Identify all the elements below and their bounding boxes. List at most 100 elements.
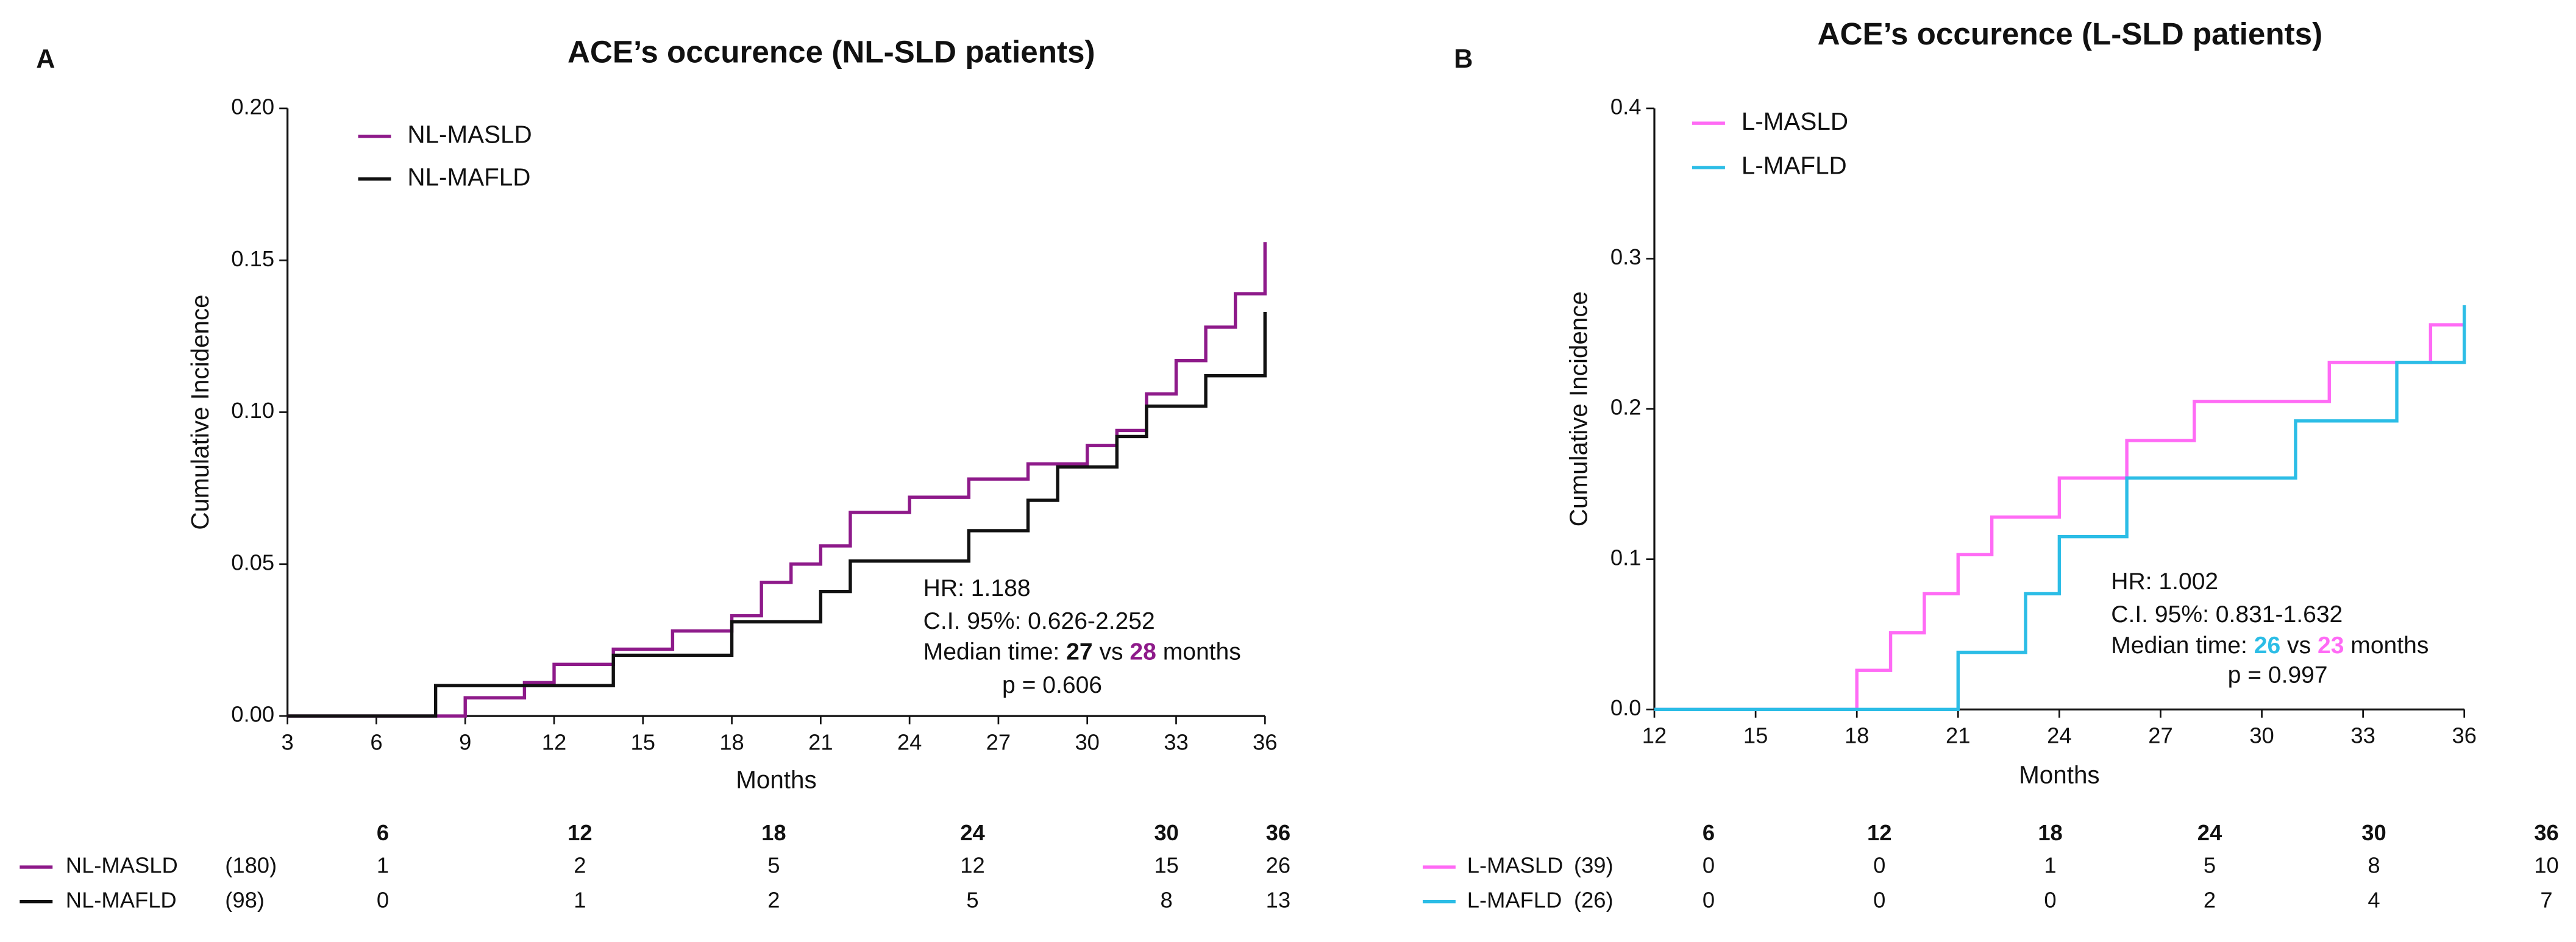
risk-count: 26 (1266, 853, 1290, 878)
risk-count: 1 (377, 853, 389, 878)
y-axis-label: Cumulative Incidence (1564, 291, 1592, 526)
risk-time: 12 (568, 820, 592, 845)
median-annotation: Median time: 26 vs 23 months (2111, 632, 2428, 659)
x-tick-label: 24 (2047, 723, 2071, 748)
y-axis-label: Cumulative Incidence (186, 294, 214, 529)
x-tick-label: 18 (719, 730, 744, 755)
y-tick-label: 0.4 (1610, 94, 1642, 119)
risk-time: 18 (2038, 820, 2062, 845)
panel-label: A (36, 44, 55, 74)
annotation: HR: 1.188 (923, 575, 1031, 601)
x-tick-label: 27 (2148, 723, 2172, 748)
y-tick-label: 0.0 (1610, 695, 1642, 720)
risk-time: 6 (377, 820, 389, 845)
x-tick-label: 36 (1253, 730, 1277, 755)
risk-time: 30 (1154, 820, 1178, 845)
step-line (1654, 323, 2464, 712)
x-tick-label: 24 (897, 730, 922, 755)
risk-time: 12 (1867, 820, 1891, 845)
annotation: C.I. 95%: 0.626-2.252 (923, 608, 1155, 634)
y-tick-label: 0.1 (1610, 545, 1642, 570)
median-part: 28 (1130, 639, 1156, 665)
risk-count: 13 (1266, 887, 1290, 912)
median-part: months (2344, 632, 2428, 659)
risk-count: 8 (2368, 853, 2380, 878)
x-axis-label: Months (2019, 761, 2100, 789)
risk-count: 0 (1873, 853, 1885, 878)
risk-time: 18 (761, 820, 786, 845)
x-tick-label: 12 (542, 730, 566, 755)
risk-time: 6 (1703, 820, 1715, 845)
risk-count: 0 (1703, 853, 1715, 878)
risk-count: 2 (574, 853, 586, 878)
risk-time: 24 (2197, 820, 2222, 845)
legend-label: NL-MASLD (407, 120, 532, 148)
risk-time: 36 (2534, 820, 2558, 845)
risk-count: 0 (2044, 887, 2056, 912)
risk-count: 10 (2534, 853, 2558, 878)
risk-count: 0 (1873, 887, 1885, 912)
risk-count: 1 (2044, 853, 2056, 878)
x-tick-label: 27 (986, 730, 1011, 755)
risk-n: (39) (1574, 853, 1614, 878)
x-tick-label: 36 (2452, 723, 2476, 748)
risk-n: (98) (225, 887, 265, 912)
legend-label: L-MAFLD (1742, 152, 1847, 180)
risk-time: 36 (1266, 820, 1290, 845)
risk-name: L-MASLD (1467, 853, 1564, 878)
risk-count: 4 (2368, 887, 2380, 912)
legend-label: NL-MAFLD (407, 163, 530, 191)
p-value: p = 0.606 (1002, 672, 1102, 698)
x-tick-label: 33 (2350, 723, 2375, 748)
y-tick-label: 0.15 (231, 246, 274, 271)
risk-count: 2 (2204, 887, 2216, 912)
x-tick-label: 30 (2249, 723, 2274, 748)
risk-count: 2 (767, 887, 780, 912)
risk-time: 24 (960, 820, 985, 845)
step-line (287, 311, 1267, 718)
chart-title: ACE’s occurence (NL-SLD patients) (568, 35, 1095, 69)
median-part: vs (1093, 639, 1130, 665)
x-axis-label: Months (736, 766, 817, 794)
median-part: Median time: (2111, 632, 2254, 659)
p-value: p = 0.997 (2228, 662, 2328, 689)
risk-count: 5 (966, 887, 978, 912)
median-part: Median time: (923, 639, 1066, 665)
median-part: months (1156, 639, 1241, 665)
risk-name: NL-MASLD (66, 853, 178, 878)
x-tick-label: 6 (370, 730, 382, 755)
x-tick-label: 9 (459, 730, 471, 755)
x-tick-label: 12 (1642, 723, 1667, 748)
x-tick-label: 15 (631, 730, 655, 755)
y-tick-label: 0.2 (1610, 395, 1642, 420)
risk-count: 8 (1160, 887, 1172, 912)
y-tick-label: 0.05 (231, 550, 274, 575)
x-tick-label: 18 (1845, 723, 1869, 748)
risk-count: 12 (960, 853, 984, 878)
annotation: HR: 1.002 (2111, 568, 2218, 595)
step-line (1654, 305, 2466, 712)
x-tick-label: 21 (1946, 723, 1970, 748)
risk-n: (26) (1574, 887, 1614, 912)
median-part: vs (2280, 632, 2318, 659)
y-tick-label: 0.20 (231, 94, 274, 119)
y-tick-label: 0.00 (231, 702, 274, 727)
risk-name: L-MAFLD (1467, 887, 1562, 912)
median-part: 27 (1066, 639, 1092, 665)
legend-label: L-MASLD (1742, 107, 1848, 135)
x-tick-label: 21 (808, 730, 833, 755)
median-part: 23 (2318, 632, 2344, 659)
risk-time: 30 (2361, 820, 2386, 845)
risk-count: 1 (574, 887, 586, 912)
risk-count: 5 (2204, 853, 2216, 878)
x-tick-label: 33 (1164, 730, 1188, 755)
risk-count: 0 (377, 887, 389, 912)
y-tick-label: 0.3 (1610, 244, 1642, 269)
step-line (287, 242, 1267, 718)
risk-count: 15 (1154, 853, 1178, 878)
panel-label: B (1454, 44, 1473, 74)
annotation: C.I. 95%: 0.831-1.632 (2111, 601, 2343, 628)
x-tick-label: 15 (1743, 723, 1768, 748)
chart-title: ACE’s occurence (L-SLD patients) (1818, 16, 2323, 51)
